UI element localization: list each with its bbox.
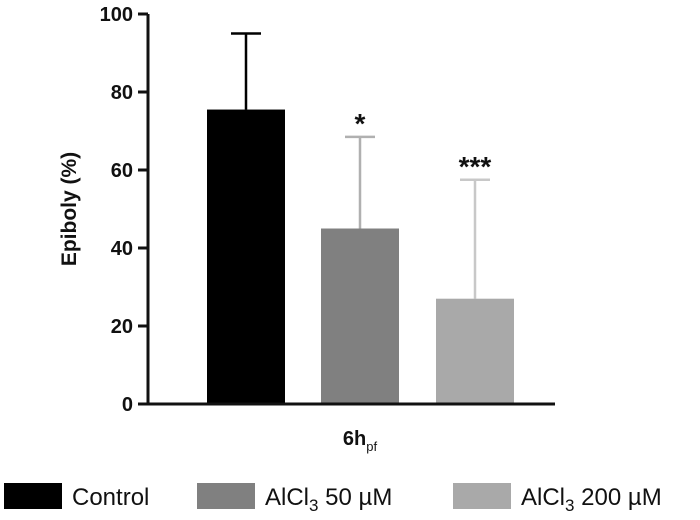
legend-label-subscript: 3: [309, 496, 318, 515]
x-category-label: 6hpf: [343, 428, 378, 454]
bar: [436, 298, 514, 404]
y-tick-label: 60: [111, 160, 133, 182]
y-tick-label: 40: [111, 238, 133, 260]
y-axis-title: Epiboly (%): [58, 152, 81, 266]
legend-swatch: [453, 483, 511, 509]
significance-label: *: [355, 108, 366, 139]
bar: [321, 228, 399, 404]
x-category-main: 6h: [343, 428, 366, 450]
legend-swatch: [4, 483, 62, 509]
y-tick-label: 100: [100, 4, 133, 26]
y-tick-label: 20: [111, 316, 133, 338]
legend-label-main: AlCl: [521, 484, 565, 511]
legend-label: AlCl3 50 µM: [265, 484, 392, 515]
legend-label: AlCl3 200 µM: [521, 484, 662, 515]
legend-label-tail: 50 µM: [318, 484, 392, 511]
bar: [207, 109, 285, 405]
legend-label-subscript: 3: [565, 496, 574, 515]
significance-labels: ****: [355, 108, 492, 182]
y-ticks: 0 20 40 60 80 100: [100, 4, 148, 416]
legend-label-main: AlCl: [265, 484, 309, 511]
x-category-sub: pf: [366, 439, 377, 454]
axes: [146, 14, 555, 406]
y-tick-label: 0: [122, 394, 133, 416]
legend-label-main: Control: [72, 484, 149, 511]
legend-label-tail: 200 µM: [574, 484, 661, 511]
legend-label: Control: [72, 484, 149, 511]
y-tick-label: 80: [111, 82, 133, 104]
legend-swatch: [197, 483, 255, 509]
bars: [207, 109, 514, 405]
significance-label: ***: [459, 151, 492, 182]
legend: Control AlCl3 50 µM AlCl3 200 µM: [4, 483, 662, 515]
error-bars: [231, 32, 490, 299]
